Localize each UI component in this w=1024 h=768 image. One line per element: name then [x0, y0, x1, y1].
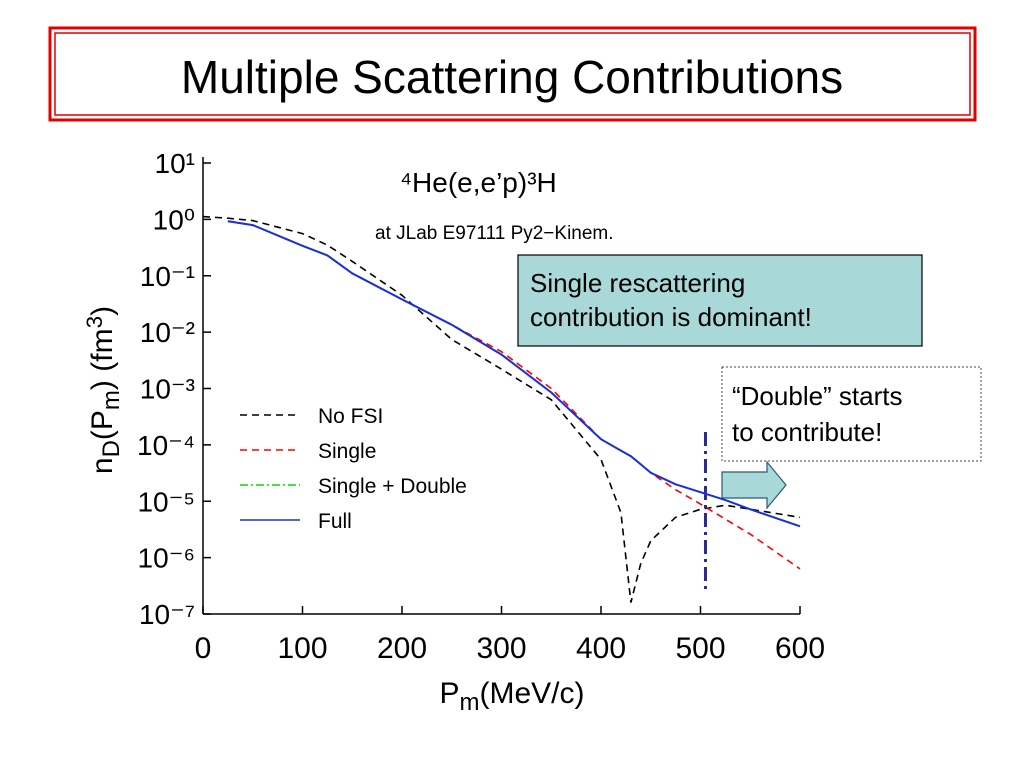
series-line [202, 215, 801, 603]
x-tick-label: 200 [377, 632, 427, 665]
x-tick-label: 300 [476, 632, 526, 665]
annotation-box [517, 254, 923, 347]
x-tick-label: 600 [775, 632, 825, 665]
annotation-box [721, 366, 982, 462]
y-tick-label: 10⁻³ [140, 374, 195, 405]
x-tick-label: 400 [576, 632, 626, 665]
label-part: ) [86, 306, 119, 316]
label-part: m [98, 390, 125, 410]
arrow [721, 460, 787, 510]
label-part: ) (fm [86, 328, 119, 390]
label-part: P [439, 677, 459, 710]
x-tick-label: 100 [277, 632, 327, 665]
label-part: 3 [82, 316, 107, 329]
label-part: n [86, 457, 119, 474]
label-part: (MeV/c) [480, 677, 585, 710]
label-part: (P [86, 410, 119, 440]
chart-subtitle: at JLab E97111 Py2−Kinem. [375, 223, 614, 244]
label-part: D [98, 440, 125, 457]
title-frame [48, 26, 977, 122]
y-tick-label: 10⁻⁶ [138, 543, 195, 574]
legend-label: Single + Double [318, 475, 467, 498]
chart-title: ⁴He(e,e’p)³H [400, 167, 557, 198]
x-label: Pm(MeV/c) [439, 677, 584, 716]
annotation-text: Single rescattering [530, 268, 745, 298]
annotation-text: “Double” starts [732, 381, 903, 411]
y-tick-label: 10⁻² [140, 317, 195, 348]
slide-title: Multiple Scattering Contributions [181, 51, 843, 103]
label-part: m [460, 689, 480, 716]
y-label: nD(Pm) (fm3) [82, 306, 126, 474]
legend-label: Full [318, 510, 352, 533]
x-tick-label: 0 [195, 632, 212, 665]
title-frame-inner [54, 32, 971, 116]
y-tick-label: 10⁰ [153, 204, 195, 235]
series-line [227, 220, 801, 528]
y-tick-label: 10⁻¹ [140, 261, 195, 292]
annotation-text: contribution is dominant! [530, 302, 812, 332]
y-tick-label: 10⁻⁷ [139, 599, 195, 630]
y-tick-label: 10⁻⁵ [137, 486, 195, 517]
x-tick-label: 500 [675, 632, 725, 665]
y-tick-label: 10¹ [155, 148, 195, 179]
legend-label: No FSI [318, 405, 383, 428]
legend-label: Single [318, 440, 376, 463]
annotation-text: to contribute! [732, 417, 882, 447]
y-tick-label: 10⁻⁴ [137, 430, 195, 461]
